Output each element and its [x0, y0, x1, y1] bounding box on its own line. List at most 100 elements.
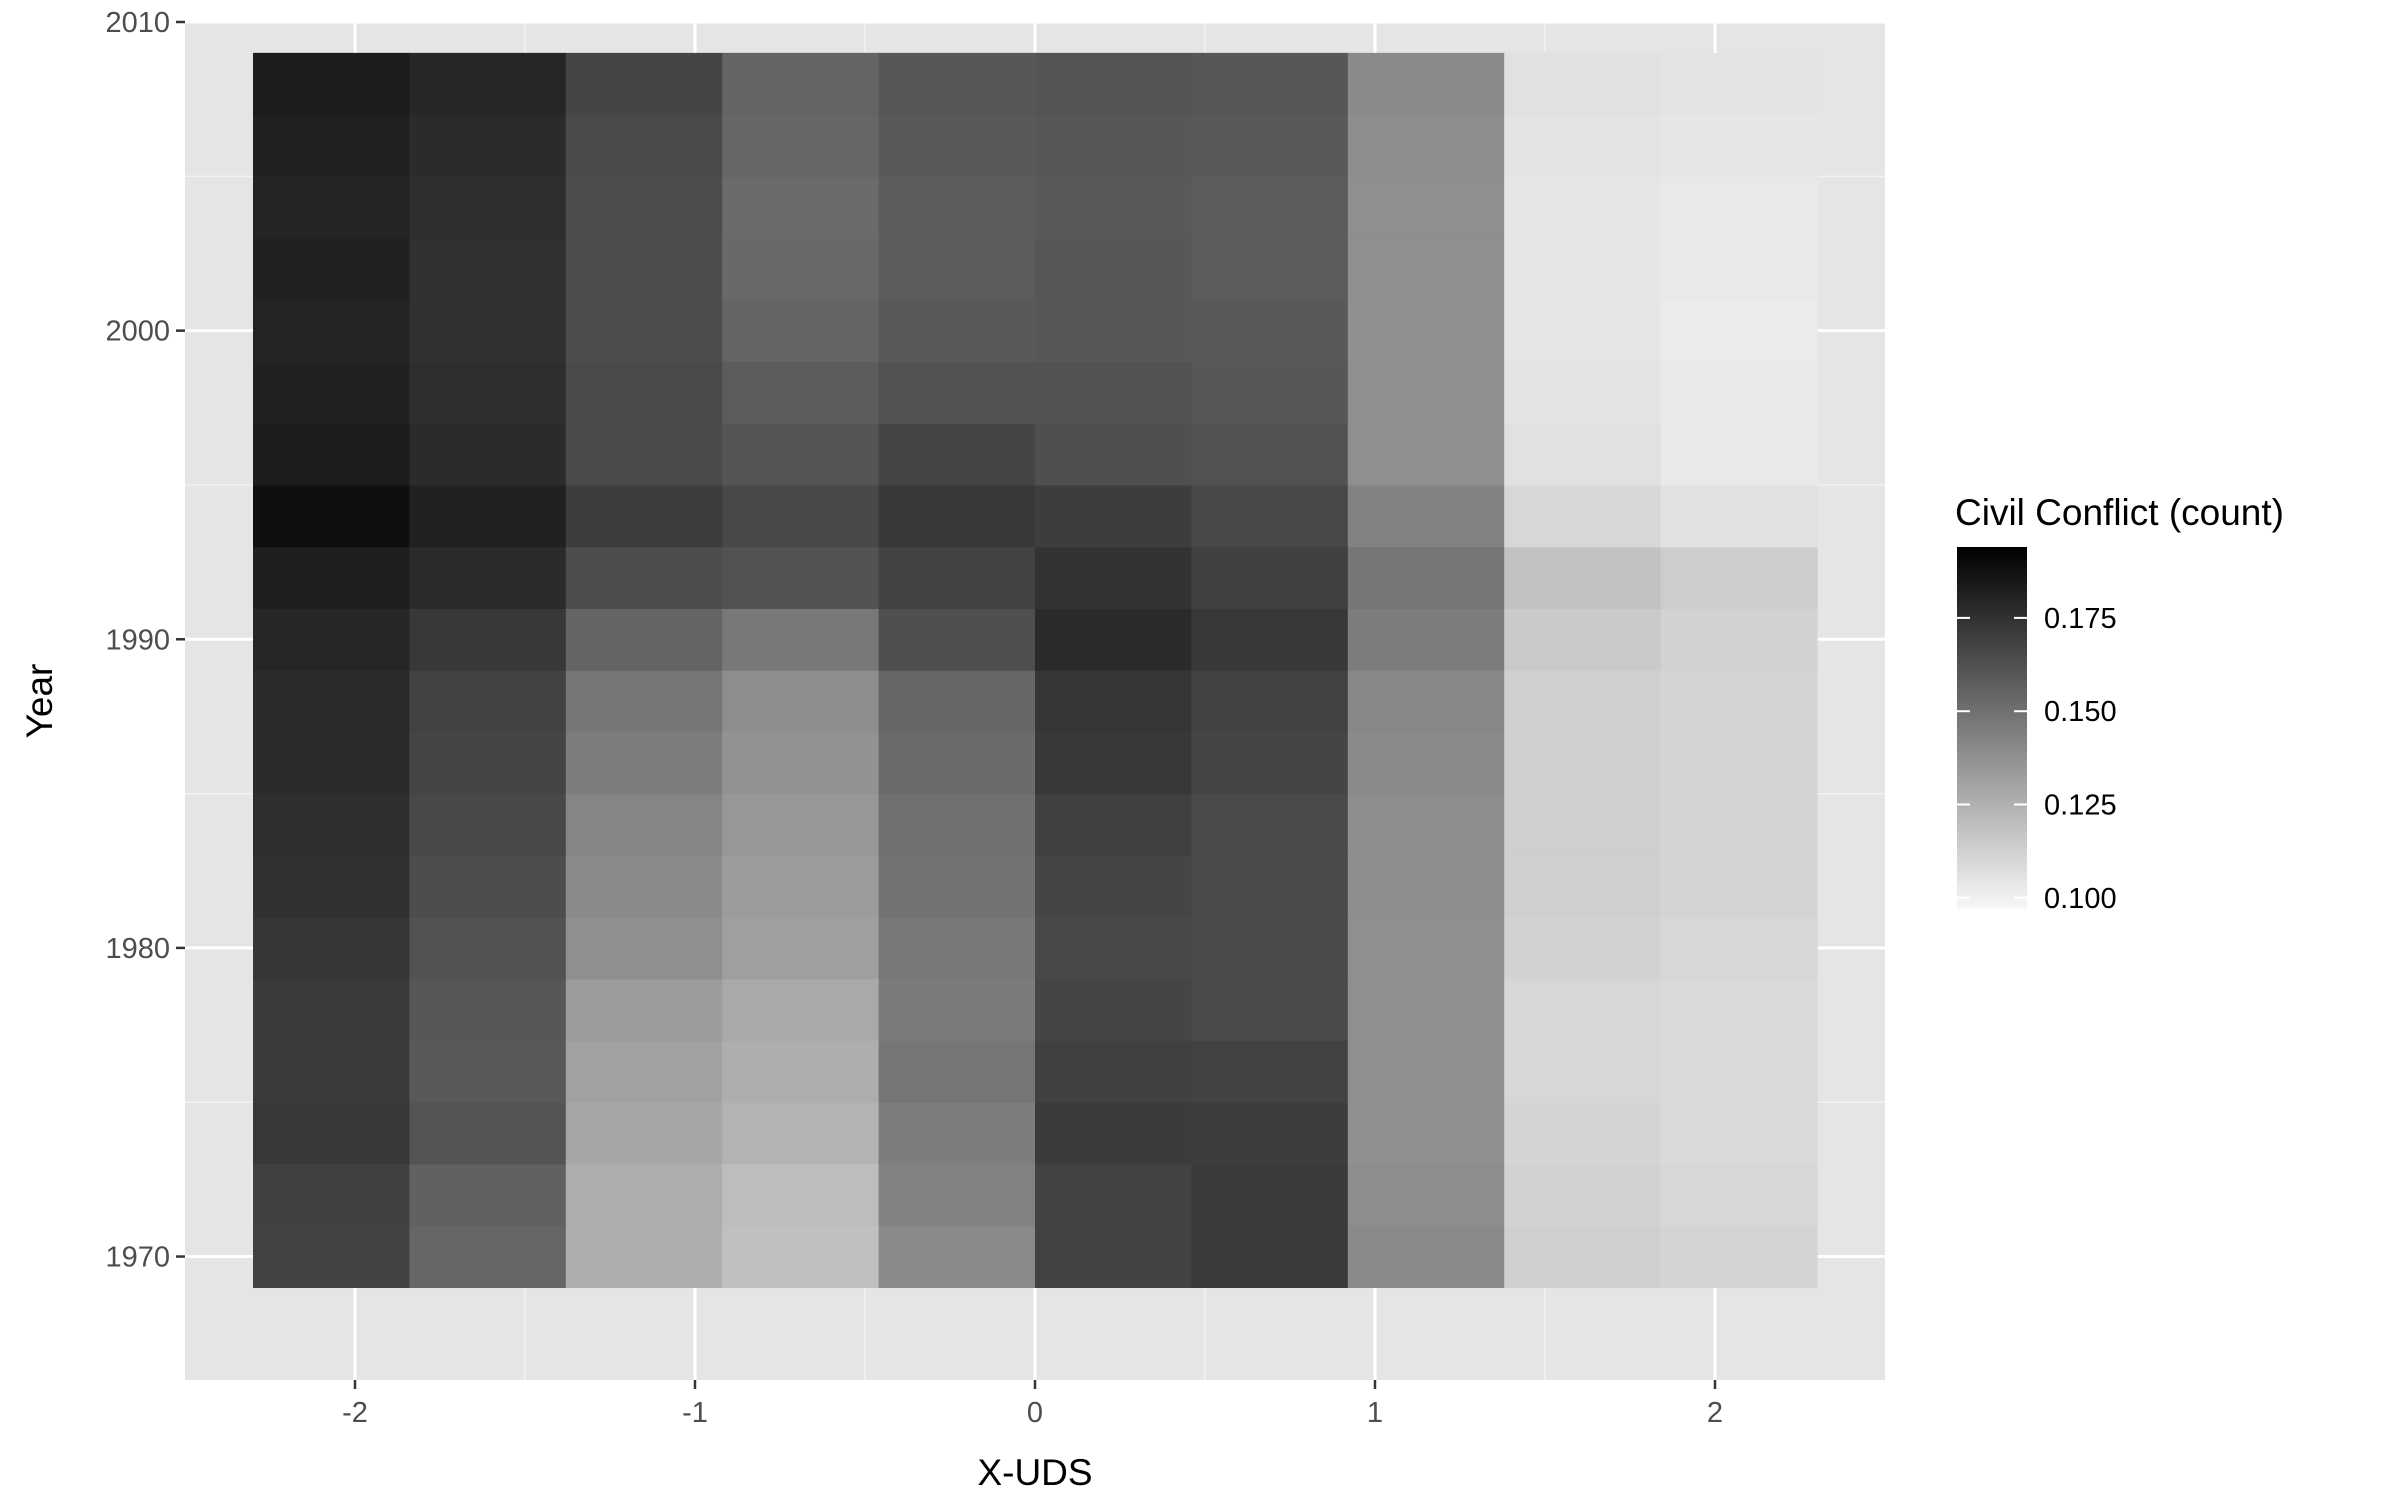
heatmap-tile — [1660, 176, 1818, 239]
heatmap-tile — [409, 1102, 567, 1165]
heatmap-tile — [1035, 238, 1192, 301]
heatmap-tile — [1347, 855, 1505, 918]
heatmap-tile — [1035, 1102, 1192, 1165]
heatmap-tile — [409, 361, 567, 424]
heatmap-tile — [722, 731, 880, 795]
heatmap-tile — [722, 1040, 880, 1103]
heatmap-tile — [722, 670, 880, 733]
heatmap-tile — [1347, 52, 1505, 116]
heatmap-tile — [722, 855, 880, 918]
heatmap-tile — [1504, 793, 1662, 856]
heatmap-tile — [1504, 423, 1662, 486]
heatmap-tile — [1035, 114, 1192, 177]
heatmap-tile — [722, 423, 880, 486]
x-axis: -2 -1 0 1 2 — [342, 1380, 1723, 1429]
x-tick-label: 0 — [1027, 1397, 1043, 1429]
heatmap-tile — [1504, 546, 1662, 610]
heatmap-tile — [1504, 917, 1662, 980]
heatmap-tile — [1660, 793, 1818, 856]
heatmap-tile — [565, 608, 723, 671]
heatmap-tile — [565, 793, 723, 856]
heatmap-tile — [409, 793, 567, 856]
heatmap-tile — [878, 114, 1036, 177]
heatmap-tile — [565, 176, 723, 239]
heatmap-tile — [1660, 608, 1818, 671]
heatmap-tile — [1660, 52, 1818, 116]
heatmap-tile — [1347, 299, 1505, 363]
heatmap-tile — [1191, 546, 1349, 610]
heatmap-tile — [409, 238, 567, 301]
heatmap-tile — [1504, 855, 1662, 918]
heatmap-tile — [878, 917, 1036, 980]
y-tick-label: 1990 — [105, 624, 170, 656]
heatmap-tile — [1191, 670, 1349, 733]
legend-title: Civil Conflict (count) — [1955, 492, 2284, 533]
heatmap-tile — [1035, 1040, 1192, 1103]
x-axis-title: X-UDS — [977, 1452, 1092, 1493]
heatmap-tile — [878, 731, 1036, 795]
heatmap-tile — [409, 608, 567, 671]
heatmap-tile — [1660, 361, 1818, 424]
heatmap-tile — [409, 731, 567, 795]
legend-label: 0.125 — [2044, 790, 2117, 822]
heatmap-tile — [253, 978, 410, 1042]
heatmap-tile — [1660, 670, 1818, 733]
heatmap-tile — [565, 546, 723, 610]
heatmap-tile — [253, 917, 410, 980]
legend-label: 0.175 — [2044, 603, 2117, 635]
heatmap-tile — [565, 917, 723, 980]
heatmap-tile — [565, 423, 723, 486]
heatmap-tile — [1347, 1102, 1505, 1165]
heatmap-tile — [409, 978, 567, 1042]
heatmap-tile — [253, 238, 410, 301]
heatmap-tile — [409, 855, 567, 918]
heatmap-tile — [409, 1163, 567, 1227]
heatmap-tile — [1660, 423, 1818, 486]
heatmap-tile — [565, 855, 723, 918]
heatmap-tile — [1660, 546, 1818, 610]
heatmap-tile — [722, 114, 880, 177]
heatmap-tile — [1504, 670, 1662, 733]
heatmap-tile — [722, 1102, 880, 1165]
heatmap-tile — [1504, 52, 1662, 116]
heatmap-tile — [1191, 176, 1349, 239]
color-legend: Civil Conflict (count) 0.1000.1250.1500.… — [1955, 492, 2284, 915]
heatmap-tile — [253, 299, 410, 363]
heatmap-tile — [1347, 670, 1505, 733]
heatmap-tile — [409, 917, 567, 980]
heatmap-tile — [1347, 546, 1505, 610]
heatmap-tile — [253, 731, 410, 795]
heatmap-tile — [1504, 1040, 1662, 1103]
heatmap-tile — [1347, 917, 1505, 980]
heatmap-tile — [1191, 238, 1349, 301]
heatmap-tile — [1504, 608, 1662, 671]
heatmap-tile — [878, 299, 1036, 363]
heatmap-tile — [1035, 299, 1192, 363]
heatmap-tile — [409, 1225, 567, 1289]
heatmap-tile — [1660, 731, 1818, 795]
heatmap-tile — [1191, 608, 1349, 671]
heatmap-tile — [253, 608, 410, 671]
heatmap-tile — [1347, 608, 1505, 671]
y-tick-label: 2010 — [105, 7, 170, 39]
heatmap-tile — [409, 670, 567, 733]
heatmap-tile — [1191, 484, 1349, 548]
heatmap-tile — [1347, 1225, 1505, 1289]
heatmap-tile — [1504, 731, 1662, 795]
heatmap-tile — [1035, 793, 1192, 856]
heatmap-tile — [1347, 361, 1505, 424]
heatmap-tile — [253, 1225, 410, 1289]
x-tick-label: -1 — [682, 1397, 708, 1429]
heatmap-tile — [878, 978, 1036, 1042]
heatmap-tile — [253, 361, 410, 424]
heatmap-tile — [878, 670, 1036, 733]
heatmap-tile — [878, 1040, 1036, 1103]
legend-colorbar — [1957, 547, 2027, 909]
heatmap-tile — [409, 546, 567, 610]
x-tick-label: -2 — [342, 1397, 368, 1429]
y-axis: 1970 1980 1990 2000 2010 — [105, 7, 185, 1274]
heatmap-tile — [253, 546, 410, 610]
heatmap-tile — [1191, 793, 1349, 856]
heatmap-tile — [878, 238, 1036, 301]
